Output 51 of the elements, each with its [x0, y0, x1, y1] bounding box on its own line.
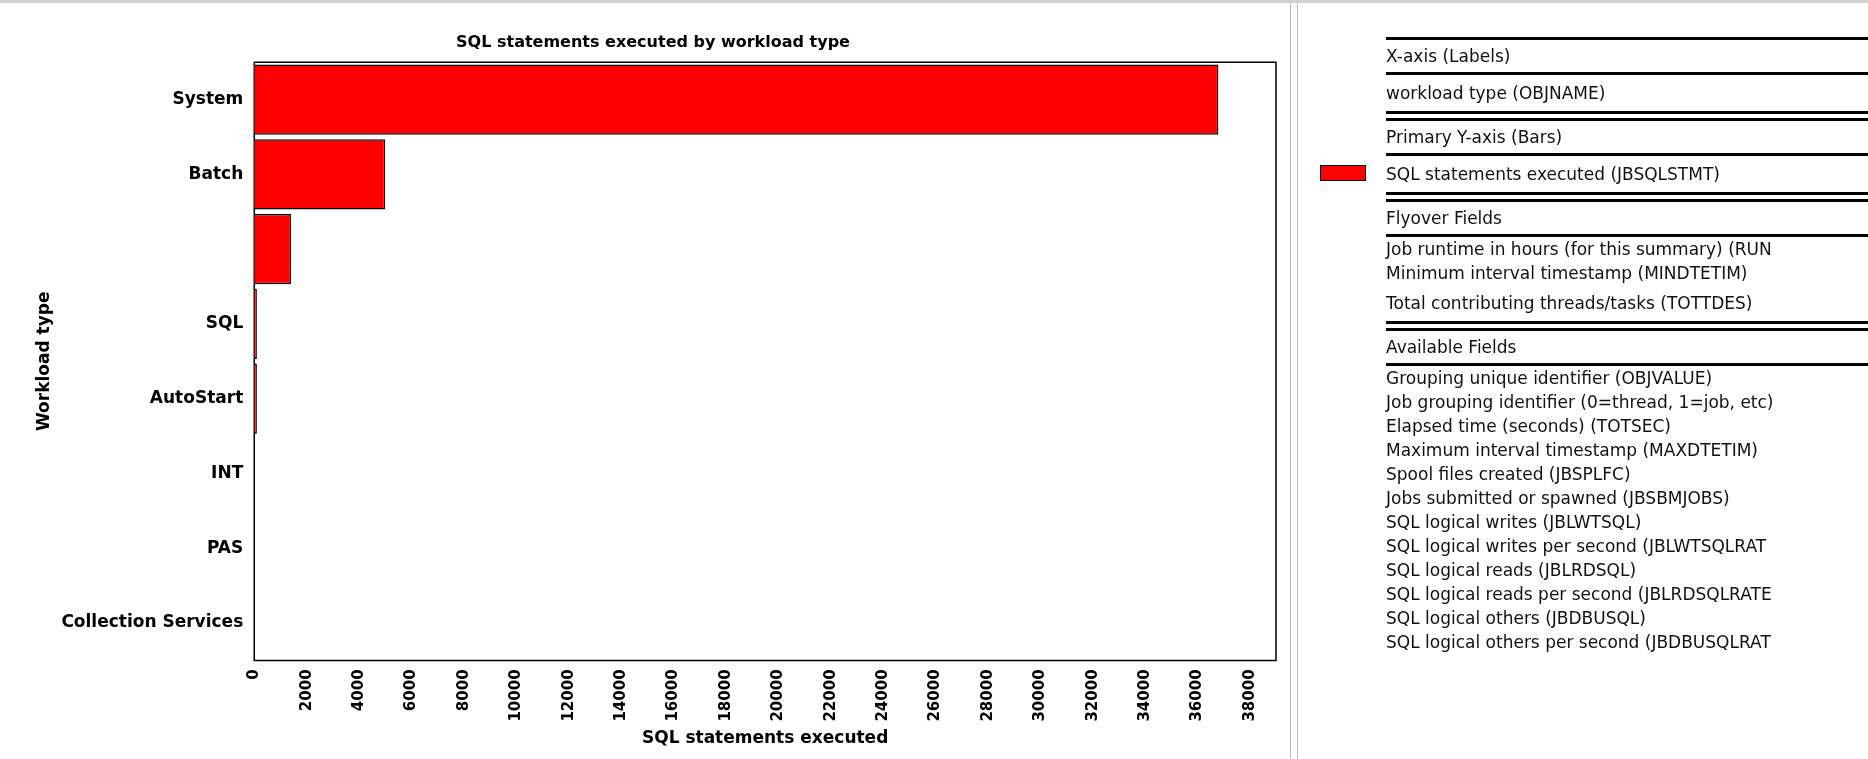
x-tick-label: 16000 — [663, 669, 682, 722]
text: Grouping unique identifier (OBJVALUE) — [1386, 367, 1714, 390]
text: Maximum interval timestamp (MAXDTETIM) — [1386, 439, 1759, 462]
x-tick-label: 28000 — [977, 669, 996, 722]
x-tick-label: 6000 — [401, 669, 420, 712]
text: workload type (OBJNAME) — [1386, 75, 1868, 114]
text: SQL logical writes per second (JBLWTSQLRAT — [1386, 535, 1768, 558]
text: Elapsed time (seconds) (TOTSEC) — [1386, 415, 1672, 438]
x-tick-label: 36000 — [1187, 669, 1206, 722]
y-tick-label: SQL — [205, 312, 244, 333]
x-tick-label: 2000 — [296, 669, 315, 712]
text: Job grouping identifier (0=thread, 1=job, etc) — [1386, 391, 1775, 414]
text: Flyover Fields — [1386, 199, 1868, 237]
x-tick-label: 0 — [244, 669, 263, 680]
chart-title: SQL statements executed by workload type — [456, 31, 851, 51]
x-tick-label: 12000 — [558, 669, 577, 722]
x-tick-label: 10000 — [506, 669, 525, 722]
x-tick-label: 26000 — [925, 669, 944, 722]
x-tick-label: 24000 — [872, 669, 891, 722]
x-tick-label: 38000 — [1239, 669, 1258, 722]
text: SQL logical writes (JBLWTSQL) — [1386, 511, 1643, 534]
x-tick-label: 4000 — [348, 669, 367, 712]
text: SQL logical reads per second (JBLRDSQLRATE — [1386, 583, 1773, 606]
text: Jobs submitted or spawned (JBSBMJOBS) — [1386, 487, 1731, 510]
y-tick-label: PAS — [206, 536, 244, 557]
y-tick-label: System — [172, 88, 244, 109]
x-tick-label: 8000 — [453, 669, 472, 712]
text: SQL logical others per second (JBDBUSQLRAT — [1386, 631, 1772, 654]
text: SQL logical others (JBDBUSQL) — [1386, 607, 1647, 630]
text: Primary Y-axis (Bars) — [1386, 118, 1868, 156]
x-tick-label: 14000 — [610, 669, 629, 722]
x-tick-label: 20000 — [768, 669, 787, 722]
x-tick-label: 34000 — [1134, 669, 1153, 722]
y-tick-label: INT — [211, 461, 244, 482]
y-axis-title: Workload type — [32, 291, 53, 432]
y-tick-label: AutoStart — [149, 387, 244, 408]
y-tick-label: Collection Services — [61, 611, 244, 632]
x-tick-label: 32000 — [1082, 669, 1101, 722]
legend-label: SQL statements executed (JBSQLSTMT) — [1386, 156, 1868, 195]
text: SQL logical reads (JBLRDSQL) — [1386, 559, 1638, 582]
text: Minimum interval timestamp (MINDTETIM) — [1386, 262, 1749, 285]
text: Job runtime in hours (for this summary) (RUN — [1386, 238, 1773, 261]
x-tick-label: 30000 — [1030, 669, 1049, 722]
text: Available Fields — [1386, 328, 1868, 366]
y-tick-label: Batch — [188, 162, 244, 183]
x-tick-label: 22000 — [820, 669, 839, 722]
text: Spool files created (JBSPLFC) — [1386, 463, 1632, 486]
x-tick-label: 18000 — [715, 669, 734, 722]
text: Total contributing threads/tasks (TOTTDES) — [1386, 285, 1868, 324]
x-axis-title: SQL statements executed — [641, 727, 889, 748]
text: X-axis (Labels) — [1386, 37, 1868, 75]
